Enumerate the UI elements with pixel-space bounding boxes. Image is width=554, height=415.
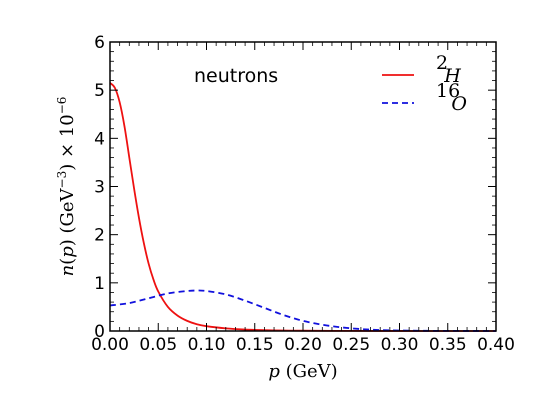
y-tick-label: 1	[94, 274, 105, 294]
series-curves	[109, 82, 497, 332]
x-tick-label: 0.30	[381, 335, 419, 355]
legend-superscript-0: 2	[436, 52, 448, 74]
y-tick-label: 2	[94, 226, 105, 246]
y-tick-label: 3	[94, 178, 105, 198]
x-tick-label: 0.05	[139, 335, 177, 355]
legend-superscript-1: 16	[436, 80, 460, 102]
x-tick-label: 0.10	[188, 335, 226, 355]
x-axis-ticks: 0.00 0.05 0.10 0.15 0.20 0.25 0.30 0.35 0.40	[91, 42, 515, 355]
y-tick-label: 5	[94, 81, 105, 101]
x-tick-label: 0.35	[429, 335, 467, 355]
plot-frame	[109, 41, 497, 332]
x-tick-label: 0.20	[284, 335, 322, 355]
x-tick-label: 0.40	[477, 335, 515, 355]
legend-label-0: H	[443, 65, 461, 87]
x-tick-label: 0.15	[236, 335, 274, 355]
legend-label-1: O	[451, 93, 467, 115]
series-line-0	[109, 82, 497, 332]
y-tick-label: 0	[94, 322, 105, 342]
x-tick-label: 0.00	[91, 335, 129, 355]
x-tick-label: 0.25	[332, 335, 370, 355]
annotation-neutrons: neutrons	[194, 65, 278, 87]
x-axis-label: p (GeV)	[268, 361, 337, 382]
y-tick-label: 6	[94, 33, 105, 53]
y-tick-label: 4	[94, 129, 105, 149]
y-axis-label: n(p) (GeV−3) × 10−6	[55, 97, 78, 277]
